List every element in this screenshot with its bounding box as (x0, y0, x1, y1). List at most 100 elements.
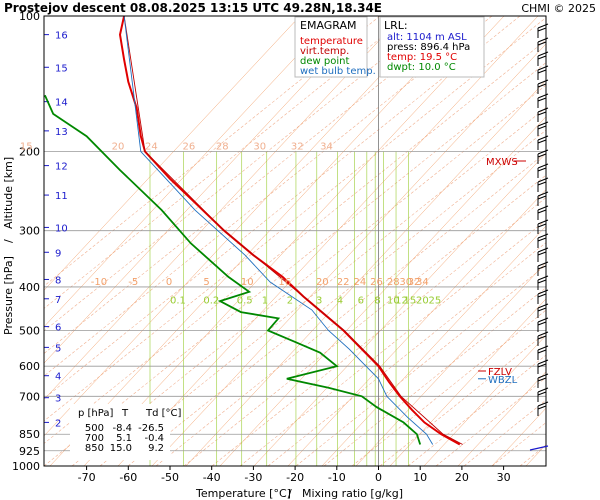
lrl-box-frame (379, 16, 485, 78)
dry-adiabat-label: 28 (216, 141, 229, 152)
wind-barb (537, 205, 549, 220)
mixing-ratio-label: 4 (337, 295, 343, 306)
mixing-ratio-label: 12 (395, 295, 408, 306)
isotherm-label: 16 (278, 277, 291, 288)
wind-barb-flag (537, 349, 547, 354)
x-tick-label: 0 (375, 471, 382, 484)
legend-entry: wet bulb temp. (300, 66, 376, 77)
mixing-ratio-label: 25 (429, 295, 442, 306)
legend-entry: temperature (300, 36, 363, 47)
wind-barb-flag (537, 121, 549, 127)
pressure-tick-label: 850 (19, 428, 40, 441)
dry-adiabat-label: 26 (183, 141, 196, 152)
series-temperature-line (118, 16, 461, 446)
isotherm-label: 20 (316, 277, 329, 288)
wind-barb (537, 149, 549, 164)
wind-barb (537, 289, 549, 304)
dry-adiabat-label: 20 (112, 141, 125, 152)
isotherm-line (117, 16, 539, 466)
wind-barb-flag (537, 107, 549, 113)
wind-barb-flag (537, 293, 547, 298)
wind-barb-flag (537, 331, 549, 337)
mixing-ratio-label: 0.2 (203, 295, 219, 306)
wind-barb-flag (537, 289, 549, 295)
marker-label-wbzl: WBZL (488, 375, 518, 386)
wind-barb-flag (537, 209, 547, 214)
x-axis-label-separator: / (288, 487, 292, 500)
wind-barb (537, 191, 549, 206)
wind-barb (537, 359, 549, 374)
lrl-line: dwpt: 10.0 °C (387, 62, 456, 73)
wind-barb (537, 79, 549, 94)
table-cell: 9.2 (148, 443, 164, 454)
legend-box (294, 16, 368, 78)
isotherm-label: 22 (337, 277, 350, 288)
wind-barb (537, 247, 549, 262)
wind-barb (537, 23, 549, 38)
wind-barb-flag (537, 373, 549, 379)
altitude-tick-label: 11 (55, 191, 68, 202)
wind-barb-flag (537, 93, 549, 99)
x-tick-label: 10 (413, 471, 427, 484)
altitude-tick-label: 7 (55, 295, 61, 306)
wind-barb (537, 93, 549, 108)
table-cell: 850 (85, 443, 104, 454)
legend-entry: dew point (300, 56, 349, 67)
table-cell: 500 (85, 423, 104, 434)
y-axis-label: Pressure [hPa] (2, 256, 15, 335)
table-cell: 700 (85, 433, 104, 444)
table-cell: 15.0 (110, 443, 132, 454)
wind-barb-flag (537, 191, 549, 197)
series-layer (44, 16, 463, 446)
dry-adiabat-label: 30 (253, 141, 266, 152)
wind-barb-flag (537, 401, 549, 407)
isotherm-line (44, 16, 301, 291)
wind-barb-flag (537, 317, 549, 323)
isotherm-line (355, 262, 546, 466)
lrl-header: LRL: (384, 19, 408, 32)
dry-adiabat-label: 15 (20, 141, 33, 152)
wind-barb-flag (537, 23, 549, 29)
pressure-tick-label: 700 (19, 390, 40, 403)
isotherm-line (287, 189, 546, 466)
credit-label: CHMI © 2025 (521, 2, 596, 15)
wind-barb-flag (537, 335, 547, 340)
mixing-ratio-label: 1 (262, 295, 268, 306)
isotherm-label: 0 (166, 277, 172, 288)
x-tick-label: -30 (244, 471, 262, 484)
table-header: p [hPa] (78, 408, 113, 419)
isotherm-label: 26 (370, 277, 383, 288)
dry-adiabat-label: 32 (291, 141, 304, 152)
x-tick-label: 30 (497, 471, 511, 484)
wind-barb-flag (537, 219, 549, 225)
dry-adiabat-label: 24 (145, 141, 158, 152)
wind-barb-flag (537, 167, 547, 172)
wind-barb (537, 135, 549, 150)
isotherm-label: 28 (387, 277, 400, 288)
mixing-ratio-label: 3 (316, 295, 322, 306)
wind-barb (537, 387, 549, 402)
wind-barb-flag (537, 181, 547, 186)
altitude-tick-label: 16 (55, 31, 68, 42)
wind-barb (537, 373, 549, 388)
mixing-ratio-label: 2 (287, 295, 293, 306)
wind-barb (537, 219, 549, 234)
marker-label-mxws: MXWS (486, 157, 518, 168)
values-table: p [hPa] T Td [°C] 500 -8.4 -26.5 700 5.1 -0.4 850… (70, 404, 182, 460)
mixing-ratio-label: 0.5 (237, 295, 253, 306)
wind-barb (537, 121, 549, 136)
series-dew-point-line (44, 94, 422, 445)
y-axis-label-separator: / (2, 239, 15, 243)
x-tick-label: -50 (161, 471, 179, 484)
isotherm-line (219, 116, 546, 466)
isotherm-label: 30 (399, 277, 412, 288)
wind-barb-flag (537, 321, 547, 326)
values-table-bg (70, 404, 170, 460)
background-lines (44, 16, 546, 466)
wind-barb (537, 163, 549, 178)
pressure-tick-label: 925 (19, 445, 40, 458)
legend-entry: virt.temp. (300, 46, 349, 57)
wind-barb-surface (529, 445, 549, 451)
wind-barb-flag (537, 83, 547, 88)
